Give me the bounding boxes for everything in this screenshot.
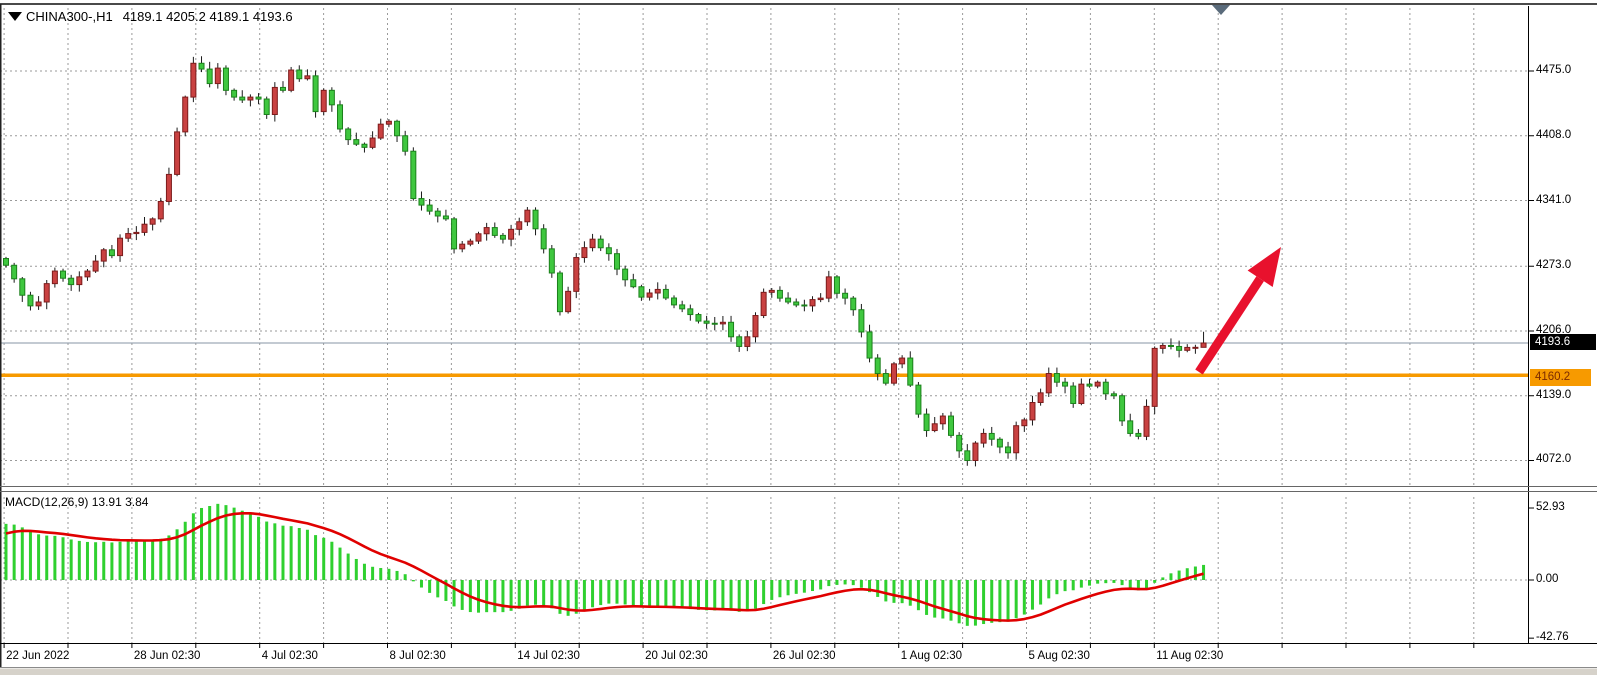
chart-title: CHINA300-,H1 4189.1 4205.2 4189.1 4193.6 xyxy=(26,9,293,24)
chart-shift-marker-icon[interactable] xyxy=(1212,5,1230,15)
price-axis-label: 4273.0 xyxy=(1536,259,1572,272)
macd-values: 13.91 3.84 xyxy=(91,495,149,509)
price-axis-label: 4475.0 xyxy=(1536,64,1572,76)
time-axis-label: 20 Jul 02:30 xyxy=(645,650,708,662)
price-axis-label: 4206.0 xyxy=(1536,323,1572,336)
macd-indicator-label: MACD(12,26,9) 13.91 3.84 xyxy=(5,495,148,509)
time-axis-label: 14 Jul 02:30 xyxy=(517,650,580,662)
current-price-tag: 4193.6 xyxy=(1530,334,1596,350)
panel-borders xyxy=(0,3,1597,675)
macd-pane[interactable] xyxy=(4,503,1206,626)
hline-price-tag: 4160.2 xyxy=(1530,369,1591,386)
trend-arrow[interactable] xyxy=(1195,247,1281,375)
macd-axis-label: 0.00 xyxy=(1536,573,1559,585)
symbol-dropdown-icon[interactable] xyxy=(8,12,22,21)
macd-name: MACD(12,26,9) xyxy=(5,495,89,509)
time-axis-label: 5 Aug 02:30 xyxy=(1028,650,1090,662)
macd-axis-label: 52.93 xyxy=(1536,501,1565,513)
macd-axis-label: -42.76 xyxy=(1536,631,1569,644)
time-axis-label: 4 Jul 02:30 xyxy=(261,650,318,662)
time-axis-label: 22 Jun 2022 xyxy=(6,650,70,662)
time-axis-label: 28 Jun 02:30 xyxy=(133,650,201,662)
macd-signal-line xyxy=(5,511,1204,622)
price-axis-label: 4341.0 xyxy=(1536,193,1572,206)
price-axis-label: 4408.0 xyxy=(1536,128,1572,141)
price-pane[interactable] xyxy=(0,56,1528,467)
time-axis-label: 11 Aug 02:30 xyxy=(1156,650,1224,662)
ohlc-readout: 4189.1 4205.2 4189.1 4193.6 xyxy=(122,9,293,24)
time-axis-label: 26 Jul 02:30 xyxy=(772,650,836,662)
grid-lines xyxy=(0,8,1528,643)
symbol-name: CHINA300-,H1 xyxy=(26,9,113,24)
time-axis-label: 8 Jul 02:30 xyxy=(389,650,446,662)
price-axis-label: 4072.0 xyxy=(1536,453,1572,466)
time-axis-label: 1 Aug 02:30 xyxy=(900,650,963,662)
price-axis-label: 4139.0 xyxy=(1536,388,1572,401)
